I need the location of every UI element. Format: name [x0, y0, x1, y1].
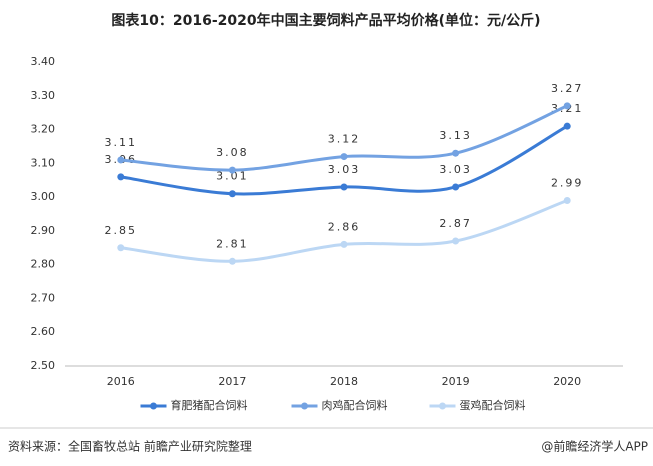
legend-swatch-dot	[439, 402, 446, 410]
point	[340, 153, 348, 161]
value-label: 3.01	[216, 170, 249, 183]
value-label: 3.27	[551, 82, 584, 95]
source: 资料来源：全国畜牧总站 前瞻产业研究院整理	[8, 439, 252, 454]
value-label: 2.99	[551, 176, 584, 189]
legend-swatch-dot	[150, 402, 157, 410]
point	[228, 190, 236, 198]
point	[452, 183, 460, 191]
y-tick-label: 3.10	[31, 156, 56, 169]
value-label: 3.08	[216, 146, 249, 159]
point	[228, 166, 236, 174]
y-tick-label: 2.70	[31, 291, 56, 304]
point	[117, 156, 125, 164]
point	[452, 237, 460, 245]
chart-title: 图表10：2016-2020年中国主要饲料产品平均价格(单位：元/公斤)	[111, 12, 540, 29]
point	[452, 149, 460, 157]
x-tick-label: 2017	[218, 375, 246, 388]
value-label: 3.03	[328, 163, 361, 176]
point	[228, 257, 236, 265]
point	[340, 240, 348, 248]
y-tick-label: 3.30	[31, 89, 56, 102]
y-tick-label: 2.90	[31, 224, 56, 237]
value-label: 2.87	[439, 217, 472, 230]
point	[117, 244, 125, 252]
point	[563, 122, 571, 130]
legend-label: 肉鸡配合饲料	[322, 398, 388, 412]
value-label: 3.13	[439, 129, 472, 142]
x-tick-label: 2018	[330, 375, 358, 388]
y-tick-label: 2.80	[31, 258, 56, 271]
y-tick-label: 2.60	[31, 325, 56, 338]
point	[563, 196, 571, 204]
y-tick-label: 3.40	[31, 55, 56, 68]
point	[117, 173, 125, 181]
value-label: 2.81	[216, 237, 249, 250]
value-label: 3.11	[105, 136, 138, 149]
legend-label: 育肥猪配合饲料	[171, 398, 248, 412]
value-label: 2.85	[105, 224, 138, 237]
x-tick-label: 2020	[553, 375, 581, 388]
value-label: 2.86	[328, 220, 361, 233]
legend-label: 蛋鸡配合饲料	[460, 398, 526, 412]
value-label: 3.12	[328, 133, 361, 146]
x-tick-label: 2016	[107, 375, 135, 388]
value-label: 3.03	[439, 163, 472, 176]
y-tick-label: 2.50	[31, 359, 56, 372]
y-tick-label: 3.20	[31, 123, 56, 136]
y-tick-label: 3.00	[31, 190, 56, 203]
x-tick-label: 2019	[442, 375, 470, 388]
point	[340, 183, 348, 191]
legend-swatch-dot	[301, 402, 308, 410]
point	[563, 102, 571, 110]
credit: @前瞻经济学人APP	[541, 439, 648, 454]
